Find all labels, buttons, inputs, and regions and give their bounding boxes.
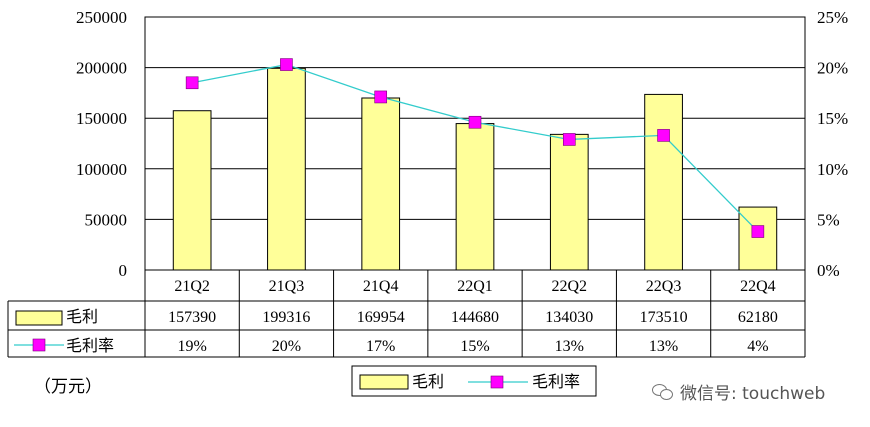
watermark-text: 微信号: touchweb — [680, 384, 826, 404]
wechat-icon — [652, 383, 674, 400]
right-tick-label: 10% — [817, 160, 848, 179]
left-tick-label: 250000 — [76, 8, 127, 27]
row-label-bar: 毛利 — [66, 307, 98, 326]
right-tick-label: 5% — [817, 210, 840, 229]
left-axis: 0 50000 100000 150000 200000 250000 — [76, 8, 127, 280]
bar — [549, 133, 589, 271]
bar — [361, 97, 401, 271]
left-tick-label: 100000 — [76, 160, 127, 179]
right-tick-label: 15% — [817, 109, 848, 128]
bar-value-label: 199316 — [262, 309, 310, 326]
right-tick-label: 25% — [817, 8, 848, 27]
bar-value-label: 169954 — [357, 309, 405, 326]
rate-value-label: 20% — [272, 338, 301, 355]
rate-marker — [185, 76, 199, 90]
bar — [267, 67, 306, 271]
rate-value-label: 13% — [555, 338, 584, 355]
rate-marker — [657, 129, 670, 142]
legend-bar-label: 毛利 — [412, 372, 444, 391]
category-label: 22Q4 — [740, 278, 776, 295]
category-label: 21Q3 — [269, 278, 305, 295]
bar-value-label: 62180 — [738, 309, 778, 326]
bar-value-label: 157390 — [168, 309, 216, 326]
category-label: 21Q2 — [174, 278, 210, 295]
data-table: 21Q2 21Q3 21Q4 22Q1 22Q2 22Q3 22Q4 157390 199316… — [7, 269, 806, 358]
rate-marker — [468, 115, 482, 129]
marker-swatch — [32, 338, 46, 352]
left-tick-label: 0 — [119, 261, 128, 280]
rate-value-label: 17% — [366, 338, 395, 355]
left-tick-label: 50000 — [85, 210, 128, 229]
bars — [172, 67, 778, 271]
right-axis: 0% 5% 10% 15% 20% 25% — [817, 8, 848, 280]
right-tick-label: 20% — [817, 59, 848, 78]
rate-value-label: 13% — [649, 338, 678, 355]
legend: 毛利 毛利率 — [351, 365, 597, 397]
rate-marker — [280, 58, 293, 71]
unit-label: （万元） — [34, 377, 102, 397]
category-label: 22Q3 — [646, 278, 682, 295]
rate-value-label: 19% — [177, 338, 206, 355]
legend-bar-swatch — [359, 374, 409, 390]
category-label: 22Q2 — [552, 278, 588, 295]
rate-marker — [562, 133, 576, 146]
rate-line — [185, 58, 765, 238]
bar — [738, 206, 778, 271]
rate-marker — [374, 90, 388, 104]
legend-line-label: 毛利率 — [532, 372, 580, 391]
rate-value-label: 15% — [460, 338, 489, 355]
bar-value-label: 144680 — [451, 309, 499, 326]
left-tick-label: 200000 — [76, 59, 127, 78]
category-label: 22Q1 — [457, 278, 493, 295]
watermark: 微信号: touchweb — [652, 379, 825, 404]
bar-value-label: 173510 — [640, 309, 688, 326]
rate-marker — [751, 225, 765, 238]
right-tick-label: 0% — [817, 261, 840, 280]
row-label-line: 毛利率 — [66, 336, 114, 355]
category-label: 21Q4 — [363, 278, 399, 295]
left-tick-label: 150000 — [76, 109, 127, 128]
bar — [644, 93, 683, 271]
bar-swatch — [15, 310, 63, 326]
legend-marker-swatch — [490, 375, 504, 389]
rate-value-label: 4% — [747, 338, 768, 355]
bar — [455, 123, 495, 271]
bar-value-label: 134030 — [545, 309, 593, 326]
bar — [172, 110, 212, 271]
